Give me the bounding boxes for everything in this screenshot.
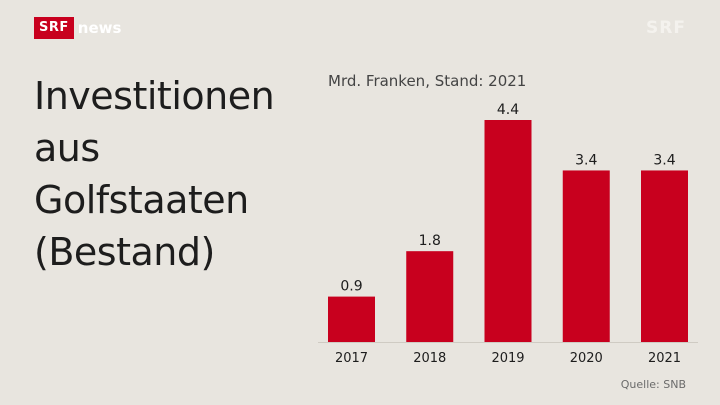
headline-line: (Bestand): [34, 230, 215, 274]
headline-line: Investitionen: [34, 74, 275, 118]
bar-2017: [328, 296, 375, 342]
srf-news-logo: SRF news: [34, 17, 121, 39]
headline: Investitionen aus Golfstaaten (Bestand): [34, 70, 304, 278]
bar-2021: [641, 170, 688, 342]
bar-2019: [484, 120, 532, 342]
x-tick-label-2017: 2017: [335, 351, 368, 366]
data-label-2018: 1.8: [419, 233, 441, 249]
data-label-2021: 3.4: [653, 152, 675, 168]
srf-logo-box: SRF: [34, 17, 74, 39]
chart-subtitle: Mrd. Franken, Stand: 2021: [328, 72, 527, 90]
srf-watermark: SRF: [646, 18, 686, 38]
x-tick-label-2018: 2018: [413, 351, 446, 366]
x-tick-label-2021: 2021: [648, 351, 681, 366]
bar-2020: [562, 170, 610, 342]
bar-2018: [406, 251, 454, 342]
x-tick-label-2019: 2019: [491, 351, 524, 366]
news-logo-text: news: [77, 19, 122, 37]
data-label-2017: 0.9: [340, 279, 362, 295]
headline-line: aus: [34, 126, 100, 170]
data-label-2020: 3.4: [575, 152, 597, 168]
data-label-2019: 4.4: [497, 102, 519, 118]
source-note: Quelle: SNB: [620, 378, 686, 391]
x-tick-label-2020: 2020: [570, 351, 603, 366]
headline-line: Golfstaaten: [34, 178, 249, 222]
